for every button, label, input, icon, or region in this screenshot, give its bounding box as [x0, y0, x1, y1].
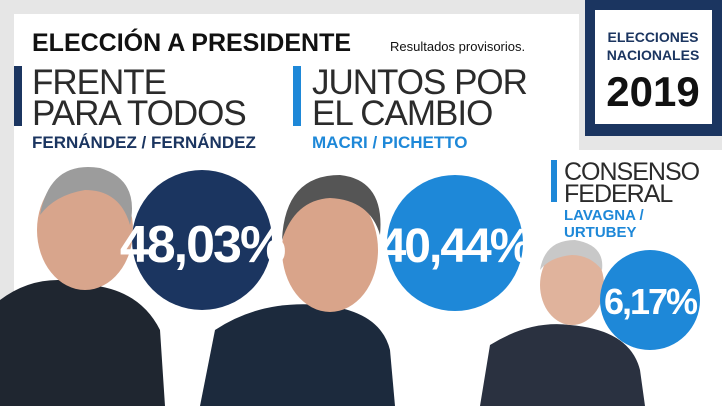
party-line: PARA TODOS	[32, 94, 246, 133]
subtitle: Resultados provisorios.	[390, 39, 525, 54]
result-circle	[600, 250, 700, 350]
result: 48,03%	[120, 216, 285, 274]
accent-bar	[551, 160, 557, 202]
party-line: JUNTOS POR	[312, 63, 527, 102]
photo-3	[480, 240, 645, 406]
party-line: CONSENSO	[564, 158, 700, 186]
badge-line: NACIONALES	[607, 47, 700, 63]
candidate-names: FERNÁNDEZ / FERNÁNDEZ	[32, 133, 256, 152]
candidate-names: LAVAGNA /	[564, 207, 645, 224]
badge-line: ELECCIONES	[607, 29, 698, 45]
candidate-names: URTUBEY	[564, 224, 637, 241]
badge-inner	[595, 10, 712, 124]
accent-bar	[293, 66, 301, 126]
badge-year: 2019	[606, 68, 699, 115]
party-line: EL CAMBIO	[312, 94, 492, 133]
result-circle	[387, 175, 523, 311]
party-line: FEDERAL	[564, 180, 673, 208]
accent-bar	[14, 66, 22, 126]
result: 40,44%	[380, 220, 532, 273]
candidate-names: MACRI / PICHETTO	[312, 133, 468, 152]
result-circle	[132, 170, 272, 310]
photo-1	[0, 166, 165, 406]
party-line: FRENTE	[32, 63, 166, 102]
photo-2	[200, 175, 395, 406]
result: 6,17%	[604, 281, 698, 322]
title: ELECCIÓN A PRESIDENTE	[32, 27, 351, 57]
